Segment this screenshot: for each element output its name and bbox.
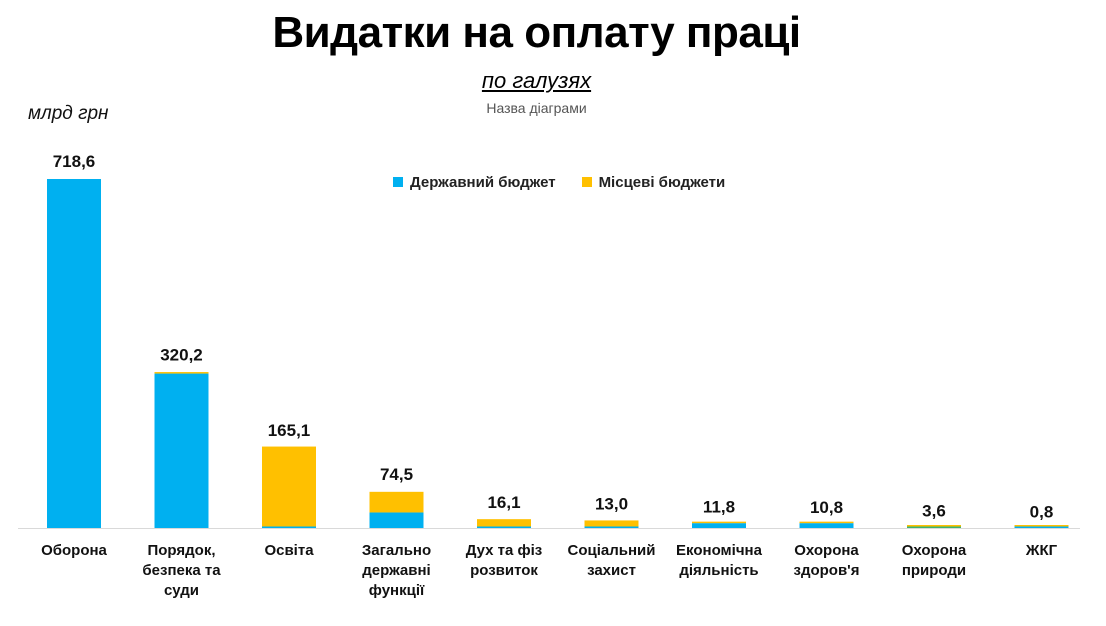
value-label-3: 74,5 xyxy=(380,465,413,484)
bar-local-3 xyxy=(369,491,424,513)
bar-local-2 xyxy=(262,446,316,527)
bar-local-8 xyxy=(907,525,961,527)
bar-local-9 xyxy=(1014,525,1069,527)
bar-local-5 xyxy=(584,520,639,527)
bar-state-3 xyxy=(369,512,424,528)
chart-name-placeholder: Назва діаграми xyxy=(486,100,587,116)
value-label-0: 718,6 xyxy=(53,152,96,171)
chart-subtitle: по галузях xyxy=(481,68,592,93)
legend-item-state-budget: Державний бюджет xyxy=(393,174,556,191)
category-label-8: Охорона природи xyxy=(902,542,967,579)
bar-local-7 xyxy=(799,521,854,524)
category-label-6: Економічна діяльність xyxy=(676,542,763,579)
category-label-3: Загально державні функції xyxy=(362,542,431,599)
bar-local-4 xyxy=(477,519,531,527)
value-label-1: 320,2 xyxy=(160,345,203,364)
value-label-7: 10,8 xyxy=(810,498,843,517)
bar-state-7 xyxy=(799,523,854,528)
bar-state-0 xyxy=(47,179,101,528)
value-label-6: 11,8 xyxy=(703,497,735,516)
category-label-5: Соціальний захист xyxy=(568,542,656,579)
value-label-8: 3,6 xyxy=(922,501,946,520)
bar-state-6 xyxy=(692,523,746,528)
legend-label-state: Державний бюджет xyxy=(410,173,556,191)
value-label-4: 16,1 xyxy=(487,493,520,512)
category-label-7: Охорона здоров'я xyxy=(793,542,859,579)
legend-item-local-budgets: Місцеві бюджети xyxy=(581,173,726,191)
legend-swatch-state xyxy=(393,177,403,187)
category-label-9: ЖКГ xyxy=(1025,542,1058,559)
value-label-9: 0,8 xyxy=(1030,503,1054,522)
legend-swatch-local xyxy=(581,177,592,187)
unit-label: млрд грн xyxy=(28,103,109,124)
legend: Державний бюджет Місцеві бюджети xyxy=(393,172,751,192)
bar-state-2 xyxy=(262,526,316,528)
value-label-2: 165,1 xyxy=(268,421,311,440)
chart-title: Видатки на оплату праці xyxy=(272,8,801,57)
category-label-0: Оборона xyxy=(41,542,107,559)
category-label-2: Освіта xyxy=(264,542,314,559)
bar-state-1 xyxy=(154,373,209,528)
bar-state-9 xyxy=(1014,526,1069,528)
value-label-5: 13,0 xyxy=(595,495,628,514)
category-label-4: Дух та фіз розвиток xyxy=(466,542,543,579)
bar-state-8 xyxy=(907,526,961,528)
bar-local-6 xyxy=(692,521,746,524)
category-label-1: Порядок, безпека та суди xyxy=(142,542,221,599)
bar-local-1 xyxy=(154,372,209,374)
legend-label-local: Місцеві бюджети xyxy=(598,173,726,191)
bar-state-4 xyxy=(477,526,531,528)
bar-state-5 xyxy=(584,526,639,528)
